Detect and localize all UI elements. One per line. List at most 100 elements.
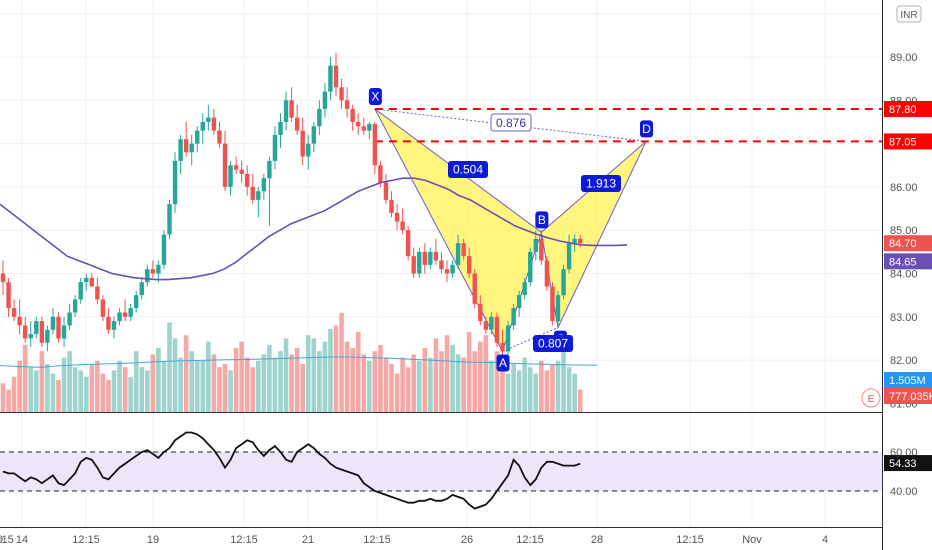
candle-body	[34, 321, 39, 335]
volume-bar	[328, 328, 333, 412]
point-label-b-box	[535, 211, 549, 229]
candle-body	[306, 143, 311, 157]
price-axis[interactable]: 9089.0088.0087.0086.0085.0084.0083.0082.…	[883, 0, 932, 550]
candle-body	[28, 334, 33, 339]
volume-bar	[106, 380, 111, 412]
candle-body	[95, 286, 100, 300]
volume-bar	[61, 357, 67, 412]
currency-label: INR	[900, 10, 917, 21]
candle-body	[278, 121, 283, 135]
candle-body	[150, 269, 156, 274]
candle-body	[239, 169, 244, 174]
volume-bar	[22, 344, 28, 412]
volume-bar	[189, 351, 194, 412]
ratio-bd: 1.913	[581, 175, 621, 192]
candle-body	[372, 124, 378, 166]
candle-body	[267, 160, 272, 179]
volume-bar	[350, 348, 355, 412]
volume-bar	[117, 360, 122, 412]
volume-bar	[367, 360, 372, 412]
candle-body	[134, 295, 139, 309]
ratio-bd-text: 1.913	[586, 177, 616, 191]
candle-body	[394, 212, 400, 222]
time-axis[interactable]: 14 12:15 19 12:15 21 12:15 26 12:15 28 12:15 Nov 4 1…	[0, 528, 882, 550]
volume-bar	[433, 338, 439, 412]
time-axis-bg	[0, 528, 882, 550]
candle-body	[328, 65, 333, 92]
candle-body	[378, 165, 383, 183]
point-label-x-text: X	[371, 89, 379, 103]
price-tag: 84.70	[884, 235, 932, 252]
volume-bar	[228, 370, 233, 412]
candle-body	[106, 316, 111, 330]
x-tick-label: 26	[461, 534, 473, 546]
volume-bar	[355, 332, 361, 412]
volume-bar	[455, 354, 461, 412]
currency-badge[interactable]: INR	[896, 5, 922, 23]
volume-bar	[111, 370, 117, 412]
candle-body	[311, 126, 316, 144]
volume-bar	[283, 338, 289, 412]
candle-body	[417, 251, 422, 274]
candle-body	[222, 143, 228, 187]
point-label-b: B	[535, 211, 549, 229]
candle-body	[11, 308, 17, 317]
point-label-x-box	[368, 87, 382, 105]
candle-body	[256, 191, 261, 200]
point-label-x: X	[368, 87, 382, 105]
candle-body	[467, 256, 472, 274]
volume-bar	[516, 370, 522, 412]
volume-bar	[444, 335, 450, 412]
candle-body	[405, 230, 411, 257]
candle-body	[294, 117, 300, 131]
volume-bar	[100, 373, 106, 412]
volume-bar	[544, 370, 550, 412]
event-marker-label: E	[868, 394, 875, 405]
volume-bars	[0, 312, 583, 412]
candle-body	[356, 121, 361, 127]
volume-tag: 777.035K	[884, 388, 932, 404]
rsi-tick-label: 40.00	[890, 486, 918, 498]
candle-body	[578, 238, 583, 244]
volume-bar	[383, 357, 389, 412]
candle-body	[550, 286, 555, 322]
candle-body	[167, 204, 172, 235]
candle-body	[183, 139, 189, 153]
candle-body	[317, 108, 322, 127]
candle-body	[428, 251, 433, 265]
candle-body	[367, 124, 372, 131]
volume-bar	[161, 360, 167, 412]
candle-body	[383, 182, 389, 200]
point-label-a: A	[496, 354, 510, 372]
x-tick-label: 12:15	[230, 534, 258, 546]
x-tick-label: 12:15	[516, 534, 544, 546]
volume-bar	[34, 370, 39, 412]
volume-bar	[200, 360, 206, 412]
x-tick-label: 14	[16, 534, 28, 546]
rsi-current-tag: 54.33	[884, 455, 932, 472]
ratio-xd-box	[490, 113, 532, 132]
volume-bar	[394, 373, 400, 412]
candle-body	[522, 282, 527, 296]
candle-body	[494, 316, 500, 343]
volume-bar	[500, 360, 505, 412]
event-marker[interactable]: E	[861, 388, 881, 408]
candle-body	[89, 277, 94, 287]
y-tick-label: 82.00	[890, 355, 918, 367]
volume-bar	[250, 367, 256, 412]
candle-body	[233, 165, 239, 170]
y-tick-label: 85.00	[890, 225, 918, 237]
volume-bar	[150, 354, 156, 412]
candle-body	[289, 100, 294, 118]
volume-bar	[344, 341, 350, 412]
volume-bar	[6, 389, 11, 412]
candle-body	[122, 312, 128, 317]
candle-body	[533, 238, 538, 252]
point-label-b-text: B	[538, 213, 546, 227]
ratio-xb-text: 0.504	[453, 163, 483, 177]
volume-tag-text: 1.505M	[889, 375, 926, 387]
volume-bar	[95, 360, 100, 412]
volume-bar	[294, 348, 300, 412]
